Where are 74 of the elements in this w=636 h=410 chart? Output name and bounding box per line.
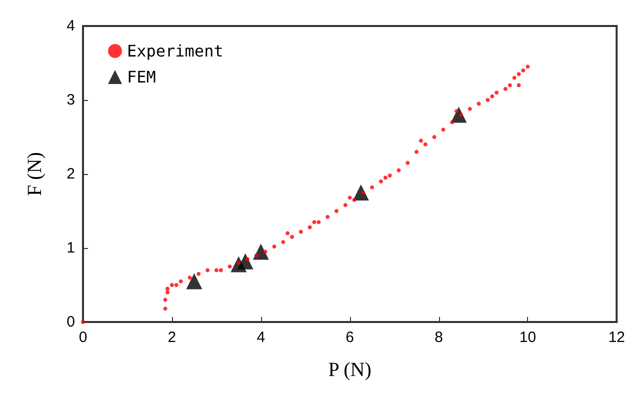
x-tick-label: 12 [608, 329, 625, 346]
point [516, 83, 521, 88]
point [228, 264, 232, 268]
point [218, 268, 223, 272]
point [286, 231, 290, 236]
point [254, 253, 258, 258]
legend-label: FEM [127, 68, 156, 86]
point [81, 320, 85, 324]
y-tick-label: 3 [66, 92, 75, 108]
point [370, 185, 374, 190]
point [334, 209, 338, 213]
legend-label: Experiment [127, 42, 224, 60]
x-tick-label: 4 [256, 329, 266, 346]
point [388, 173, 392, 178]
y-axis-title: F (N) [24, 152, 46, 196]
x-axis-title: P (N) [328, 359, 372, 381]
point [406, 160, 410, 165]
point [308, 225, 312, 230]
point [166, 286, 170, 291]
point [263, 250, 268, 254]
point [343, 203, 348, 208]
x-tick-label: 6 [346, 329, 354, 346]
point [521, 68, 526, 72]
point [508, 83, 512, 88]
point [503, 86, 508, 91]
point [450, 120, 454, 124]
point [476, 102, 481, 106]
point [486, 98, 490, 102]
y-tick-label: 2 [66, 166, 75, 182]
point [423, 142, 428, 146]
point [352, 198, 356, 202]
x-tick-label: 2 [168, 329, 176, 346]
point [383, 176, 388, 180]
point [441, 128, 446, 132]
point [174, 283, 178, 287]
point [290, 234, 294, 239]
point [196, 272, 201, 276]
point [214, 268, 218, 272]
point [468, 106, 472, 111]
point [312, 220, 316, 224]
point [348, 196, 352, 200]
point [237, 253, 254, 270]
point [246, 257, 250, 262]
point [163, 306, 168, 311]
point [516, 72, 521, 76]
point [396, 168, 401, 172]
point [281, 240, 286, 244]
point [378, 179, 383, 184]
point [454, 109, 459, 114]
y-tick-label: 0 [66, 314, 75, 330]
point [459, 112, 464, 117]
point [178, 279, 183, 284]
point [512, 76, 516, 80]
point [163, 298, 168, 302]
point [188, 276, 192, 280]
point [166, 290, 170, 294]
point [298, 230, 303, 234]
point [414, 150, 419, 154]
point [206, 268, 210, 272]
point [326, 214, 330, 219]
point [418, 138, 423, 143]
point [526, 64, 530, 69]
point [186, 273, 202, 290]
x-tick-label: 10 [519, 329, 536, 346]
x-tick-label: 0 [78, 329, 88, 346]
point [316, 220, 321, 224]
point [432, 135, 436, 139]
point [272, 244, 276, 249]
y-tick-label: 4 [66, 18, 75, 34]
point [170, 283, 174, 287]
point [494, 90, 499, 95]
point [490, 94, 494, 98]
x-tick-label: 8 [434, 329, 443, 346]
y-tick-label: 1 [66, 240, 75, 256]
